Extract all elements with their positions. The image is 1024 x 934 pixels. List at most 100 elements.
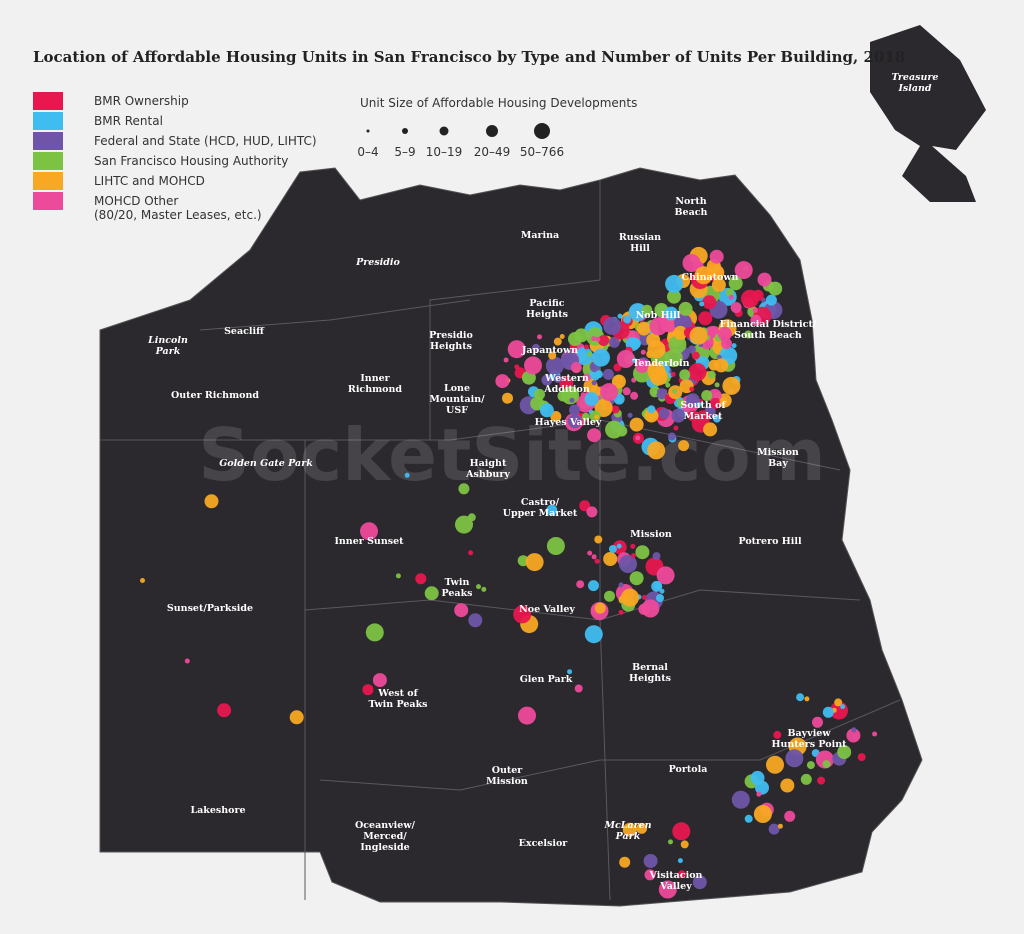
housing-dot xyxy=(677,858,683,864)
housing-dot xyxy=(507,340,526,359)
housing-dot xyxy=(668,335,687,354)
housing-dot xyxy=(608,336,620,348)
housing-dot xyxy=(627,412,633,418)
neighborhood-label: Park xyxy=(615,831,641,842)
neighborhood-label: Heights xyxy=(430,341,472,352)
housing-dot xyxy=(667,289,681,304)
housing-dot xyxy=(857,753,866,762)
housing-dot xyxy=(581,412,590,421)
neighborhood-label: Peaks xyxy=(441,588,472,599)
neighborhood-label: Lone xyxy=(444,383,470,394)
legend-swatch xyxy=(33,132,63,150)
legend-swatch xyxy=(33,172,63,190)
housing-dot xyxy=(588,580,599,592)
housing-dot xyxy=(672,388,678,394)
housing-dot xyxy=(691,351,700,360)
neighborhood-label: Lakeshore xyxy=(190,805,245,816)
housing-dot xyxy=(699,301,705,307)
legend-label: BMR Ownership xyxy=(94,94,189,108)
size-swatch xyxy=(402,128,408,134)
neighborhood-label: South of xyxy=(680,400,726,411)
housing-dot xyxy=(851,727,857,733)
housing-dot xyxy=(710,397,721,409)
housing-dot xyxy=(694,266,713,285)
neighborhood-label: Merced/ xyxy=(363,831,407,842)
housing-dot xyxy=(750,314,762,326)
housing-dot xyxy=(584,392,599,407)
housing-dot xyxy=(503,357,509,363)
neighborhood-label: Japantown xyxy=(521,345,578,356)
housing-dot xyxy=(289,710,304,725)
housing-dot xyxy=(539,403,554,418)
housing-dot xyxy=(595,336,601,342)
housing-dot xyxy=(822,706,834,718)
housing-dot xyxy=(608,545,617,553)
housing-dot xyxy=(804,696,810,702)
housing-dot xyxy=(495,374,510,389)
housing-dot xyxy=(656,566,675,585)
neighborhood-label: Treasure xyxy=(892,72,939,83)
housing-dot xyxy=(582,373,591,382)
housing-dot xyxy=(785,749,804,768)
legend-label: San Francisco Housing Authority xyxy=(94,154,288,168)
housing-dot xyxy=(640,349,646,355)
neighborhood-label: Haight xyxy=(470,458,507,469)
housing-dot xyxy=(753,805,772,823)
housing-dot xyxy=(672,822,691,841)
neighborhood-label: Heights xyxy=(629,673,671,684)
housing-dot xyxy=(548,351,557,360)
neighborhood-label: Bay xyxy=(768,458,788,469)
housing-dot xyxy=(649,367,668,386)
housing-dot xyxy=(586,506,598,518)
housing-dot xyxy=(579,500,591,512)
housing-dot xyxy=(670,371,676,377)
housing-dot xyxy=(692,875,707,890)
housing-dot xyxy=(635,359,649,373)
housing-dot xyxy=(621,588,639,607)
housing-dot xyxy=(696,410,711,425)
housing-dot xyxy=(525,553,544,572)
neighborhood-label: Hayes Valley xyxy=(535,417,602,428)
housing-dot xyxy=(592,348,610,367)
housing-dot xyxy=(594,602,606,614)
housing-dot xyxy=(591,363,596,369)
housing-dot xyxy=(557,390,569,402)
legend-label: BMR Rental xyxy=(94,114,163,128)
housing-dot xyxy=(537,334,542,340)
neighborhood-label: Hill xyxy=(630,243,650,254)
housing-dot xyxy=(140,578,145,583)
legend-label: MOHCD Other xyxy=(94,194,178,208)
housing-dot xyxy=(570,362,582,373)
housing-dot xyxy=(602,368,614,380)
housing-dot xyxy=(569,404,580,416)
housing-dot xyxy=(502,392,513,404)
housing-dot xyxy=(618,609,624,615)
housing-dot xyxy=(372,673,387,688)
neighborhood-label: Visitacion xyxy=(649,870,703,881)
neighborhood-label: Lincoln xyxy=(147,335,188,346)
district-borders xyxy=(100,180,901,901)
housing-dot xyxy=(696,402,702,407)
size-label: 20–49 xyxy=(474,145,511,159)
housing-dot xyxy=(656,594,664,602)
housing-dot xyxy=(184,658,190,664)
neighborhood-label: Chinatown xyxy=(682,272,739,283)
housing-dot xyxy=(365,623,384,642)
neighborhood-label: Heights xyxy=(526,309,568,320)
housing-dot xyxy=(846,728,861,743)
housing-dot xyxy=(553,337,562,346)
neighborhood-label: Presidio xyxy=(429,330,473,341)
housing-dot xyxy=(622,387,631,396)
neighborhood-label: Twin Peaks xyxy=(368,699,427,710)
neighborhood-label: Market xyxy=(684,411,723,422)
housing-dot xyxy=(664,306,679,321)
housing-dot xyxy=(647,405,656,414)
housing-dot xyxy=(678,440,690,452)
neighborhood-label: Potrero Hill xyxy=(738,536,802,547)
housing-dot xyxy=(454,603,469,618)
housing-dot xyxy=(635,435,641,441)
housing-dot xyxy=(757,272,772,287)
housing-dot xyxy=(651,580,663,592)
neighborhood-label: Oceanview/ xyxy=(355,820,416,831)
